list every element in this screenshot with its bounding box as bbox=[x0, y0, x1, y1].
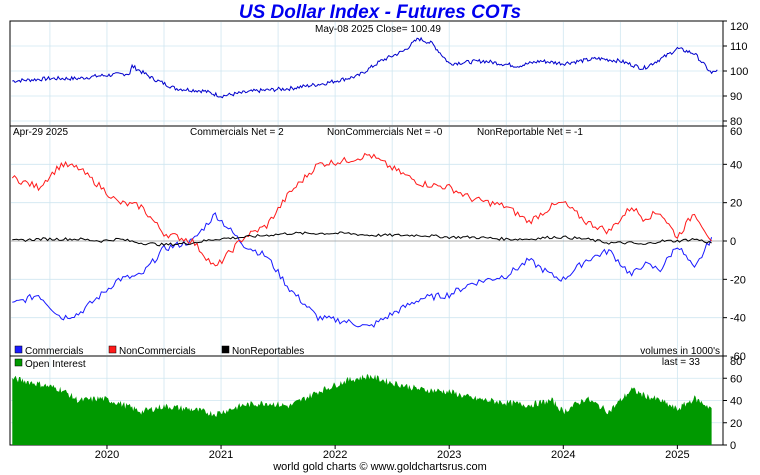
y-tick-label: 40 bbox=[730, 159, 742, 171]
commercials-net-label: Commercials Net = 2 bbox=[190, 127, 284, 138]
y-tick-label: -60 bbox=[730, 351, 746, 363]
y-tick-label: 120 bbox=[730, 21, 748, 33]
cot-legend: Commercials NonCommercials NonReportable… bbox=[14, 345, 304, 357]
legend-swatch-nonreportables bbox=[221, 345, 230, 354]
legend-label-commercials: Commercials bbox=[25, 346, 83, 357]
legend-label-nonreportables: NonReportables bbox=[232, 346, 304, 357]
y-tick-label: 80 bbox=[730, 356, 742, 368]
y-tick-label: 100 bbox=[730, 66, 748, 78]
legend-swatch-commercials bbox=[14, 345, 23, 354]
open-interest-area bbox=[12, 373, 712, 445]
noncommercials-net-label: NonCommercials Net = -0 bbox=[327, 127, 443, 138]
legend-swatch-noncommercials bbox=[108, 345, 117, 354]
x-tick-label: 2020 bbox=[95, 449, 119, 461]
y-tick-label: 80 bbox=[730, 116, 742, 128]
data-layer bbox=[11, 36, 718, 445]
credit-line: world gold charts © www.goldchartsrus.co… bbox=[273, 461, 487, 473]
y-tick-label: -40 bbox=[730, 313, 746, 325]
y-tick-label: 20 bbox=[730, 418, 742, 430]
axis-layer: 2020 2021 2022 2023 2024 20258090100110120-60… bbox=[95, 20, 748, 461]
legend-label-open-interest: Open Interest bbox=[25, 359, 86, 370]
oi-last-label: last = 33 bbox=[662, 357, 701, 368]
x-tick-label: 2021 bbox=[209, 449, 233, 461]
y-tick-label: 90 bbox=[730, 91, 742, 103]
x-tick-label: 2025 bbox=[665, 449, 689, 461]
nonreportable-net-label: NonReportable Net = -1 bbox=[477, 127, 583, 138]
price-subtitle: May-08 2025 Close= 100.49 bbox=[315, 24, 441, 35]
y-tick-label: -20 bbox=[730, 274, 746, 286]
volumes-note: volumes in 1000's bbox=[640, 346, 720, 357]
legend-swatch-open-interest bbox=[14, 358, 23, 367]
y-tick-label: 20 bbox=[730, 198, 742, 210]
y-tick-label: 0 bbox=[730, 236, 736, 248]
y-tick-label: 40 bbox=[730, 396, 742, 408]
oi-legend: Open Interest bbox=[14, 358, 86, 370]
noncommercials-line bbox=[11, 152, 712, 267]
price-line bbox=[12, 36, 718, 99]
y-tick-label: 110 bbox=[730, 41, 748, 53]
y-tick-label: 0 bbox=[730, 440, 736, 452]
chart-title: US Dollar Index - Futures COTs bbox=[238, 2, 522, 23]
commercials-line bbox=[12, 212, 713, 328]
legend-label-noncommercials: NonCommercials bbox=[119, 346, 196, 357]
x-tick-label: 2023 bbox=[437, 449, 461, 461]
cot-date-label: Apr-29 2025 bbox=[13, 127, 68, 138]
x-tick-label: 2024 bbox=[551, 449, 575, 461]
y-tick-label: 60 bbox=[730, 373, 742, 385]
price-panel-frame bbox=[9, 20, 724, 127]
nonreportables-line bbox=[12, 231, 712, 247]
x-tick-label: 2022 bbox=[323, 449, 347, 461]
y-tick-label: 60 bbox=[730, 126, 742, 138]
